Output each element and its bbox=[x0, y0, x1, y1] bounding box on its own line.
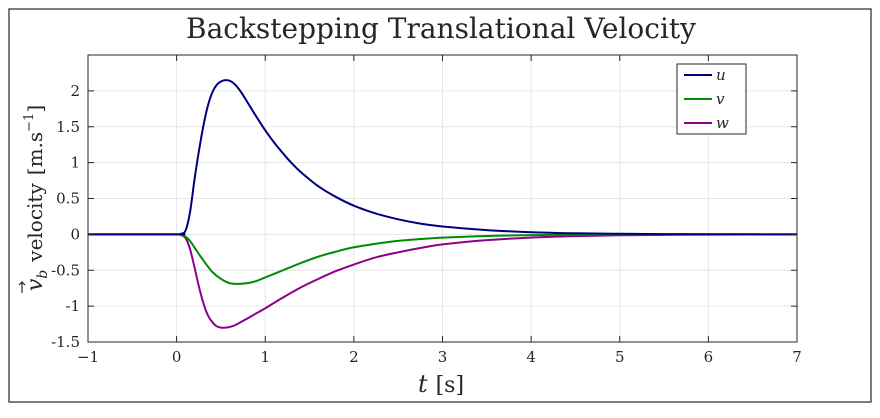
y-tick-label: 1.5 bbox=[56, 118, 80, 136]
x-tick-label: 1 bbox=[260, 348, 270, 366]
y-axis-word: velocity bbox=[23, 183, 47, 263]
y-axis-label: vb velocity [m.s−1] bbox=[18, 105, 51, 293]
y-axis-subscript: b bbox=[35, 270, 51, 279]
x-tick-label: 0 bbox=[172, 348, 182, 366]
x-tick-label: 7 bbox=[792, 348, 802, 366]
y-tick-label: -1.5 bbox=[51, 333, 80, 351]
x-tick-label: 5 bbox=[615, 348, 625, 366]
y-tick-label: 2 bbox=[70, 82, 80, 100]
y-tick-label: 0 bbox=[70, 225, 80, 243]
x-axis-variable: t bbox=[418, 370, 428, 398]
series-line-u bbox=[87, 79, 798, 236]
series-line-v bbox=[87, 233, 798, 285]
legend-label-w: w bbox=[716, 114, 729, 132]
y-tick-label: 0.5 bbox=[56, 190, 80, 208]
svg-text:vbvelocity[m.s−1]: vb velocity [m.s−1] bbox=[22, 105, 51, 291]
legend: uvw bbox=[676, 63, 747, 135]
y-tick-label: -1 bbox=[65, 297, 80, 315]
y-axis-vector-arrow bbox=[18, 281, 26, 293]
figure-border bbox=[8, 8, 872, 403]
y-axis-unit-close: ] bbox=[23, 105, 47, 113]
tick-labels: −1 0 1 2 3 4 5 6 7 -1.5 -1 -0.5 0 0.5 1 1.5 2 bbox=[51, 82, 802, 366]
legend-label-u: u bbox=[716, 66, 726, 84]
chart-title: Backstepping Translational Velocity bbox=[186, 12, 696, 45]
y-axis-vector: v bbox=[23, 278, 48, 291]
y-tick-label: 1 bbox=[70, 154, 80, 172]
x-tick-label: −1 bbox=[77, 348, 99, 366]
x-axis-label: t [s] bbox=[418, 370, 464, 398]
y-axis-unit: [m.s bbox=[23, 132, 47, 175]
y-axis-exponent: −1 bbox=[22, 113, 37, 132]
x-axis-unit: [s] bbox=[436, 373, 464, 398]
legend-label-v: v bbox=[716, 90, 725, 108]
y-tick-label: -0.5 bbox=[51, 261, 80, 279]
x-tick-label: 3 bbox=[438, 348, 448, 366]
series-line-w bbox=[87, 233, 798, 329]
axis-ticks bbox=[87, 55, 798, 343]
x-tick-label: 6 bbox=[704, 348, 714, 366]
x-tick-label: 2 bbox=[349, 348, 359, 366]
series-layer bbox=[87, 79, 798, 329]
x-tick-label: 4 bbox=[526, 348, 536, 366]
